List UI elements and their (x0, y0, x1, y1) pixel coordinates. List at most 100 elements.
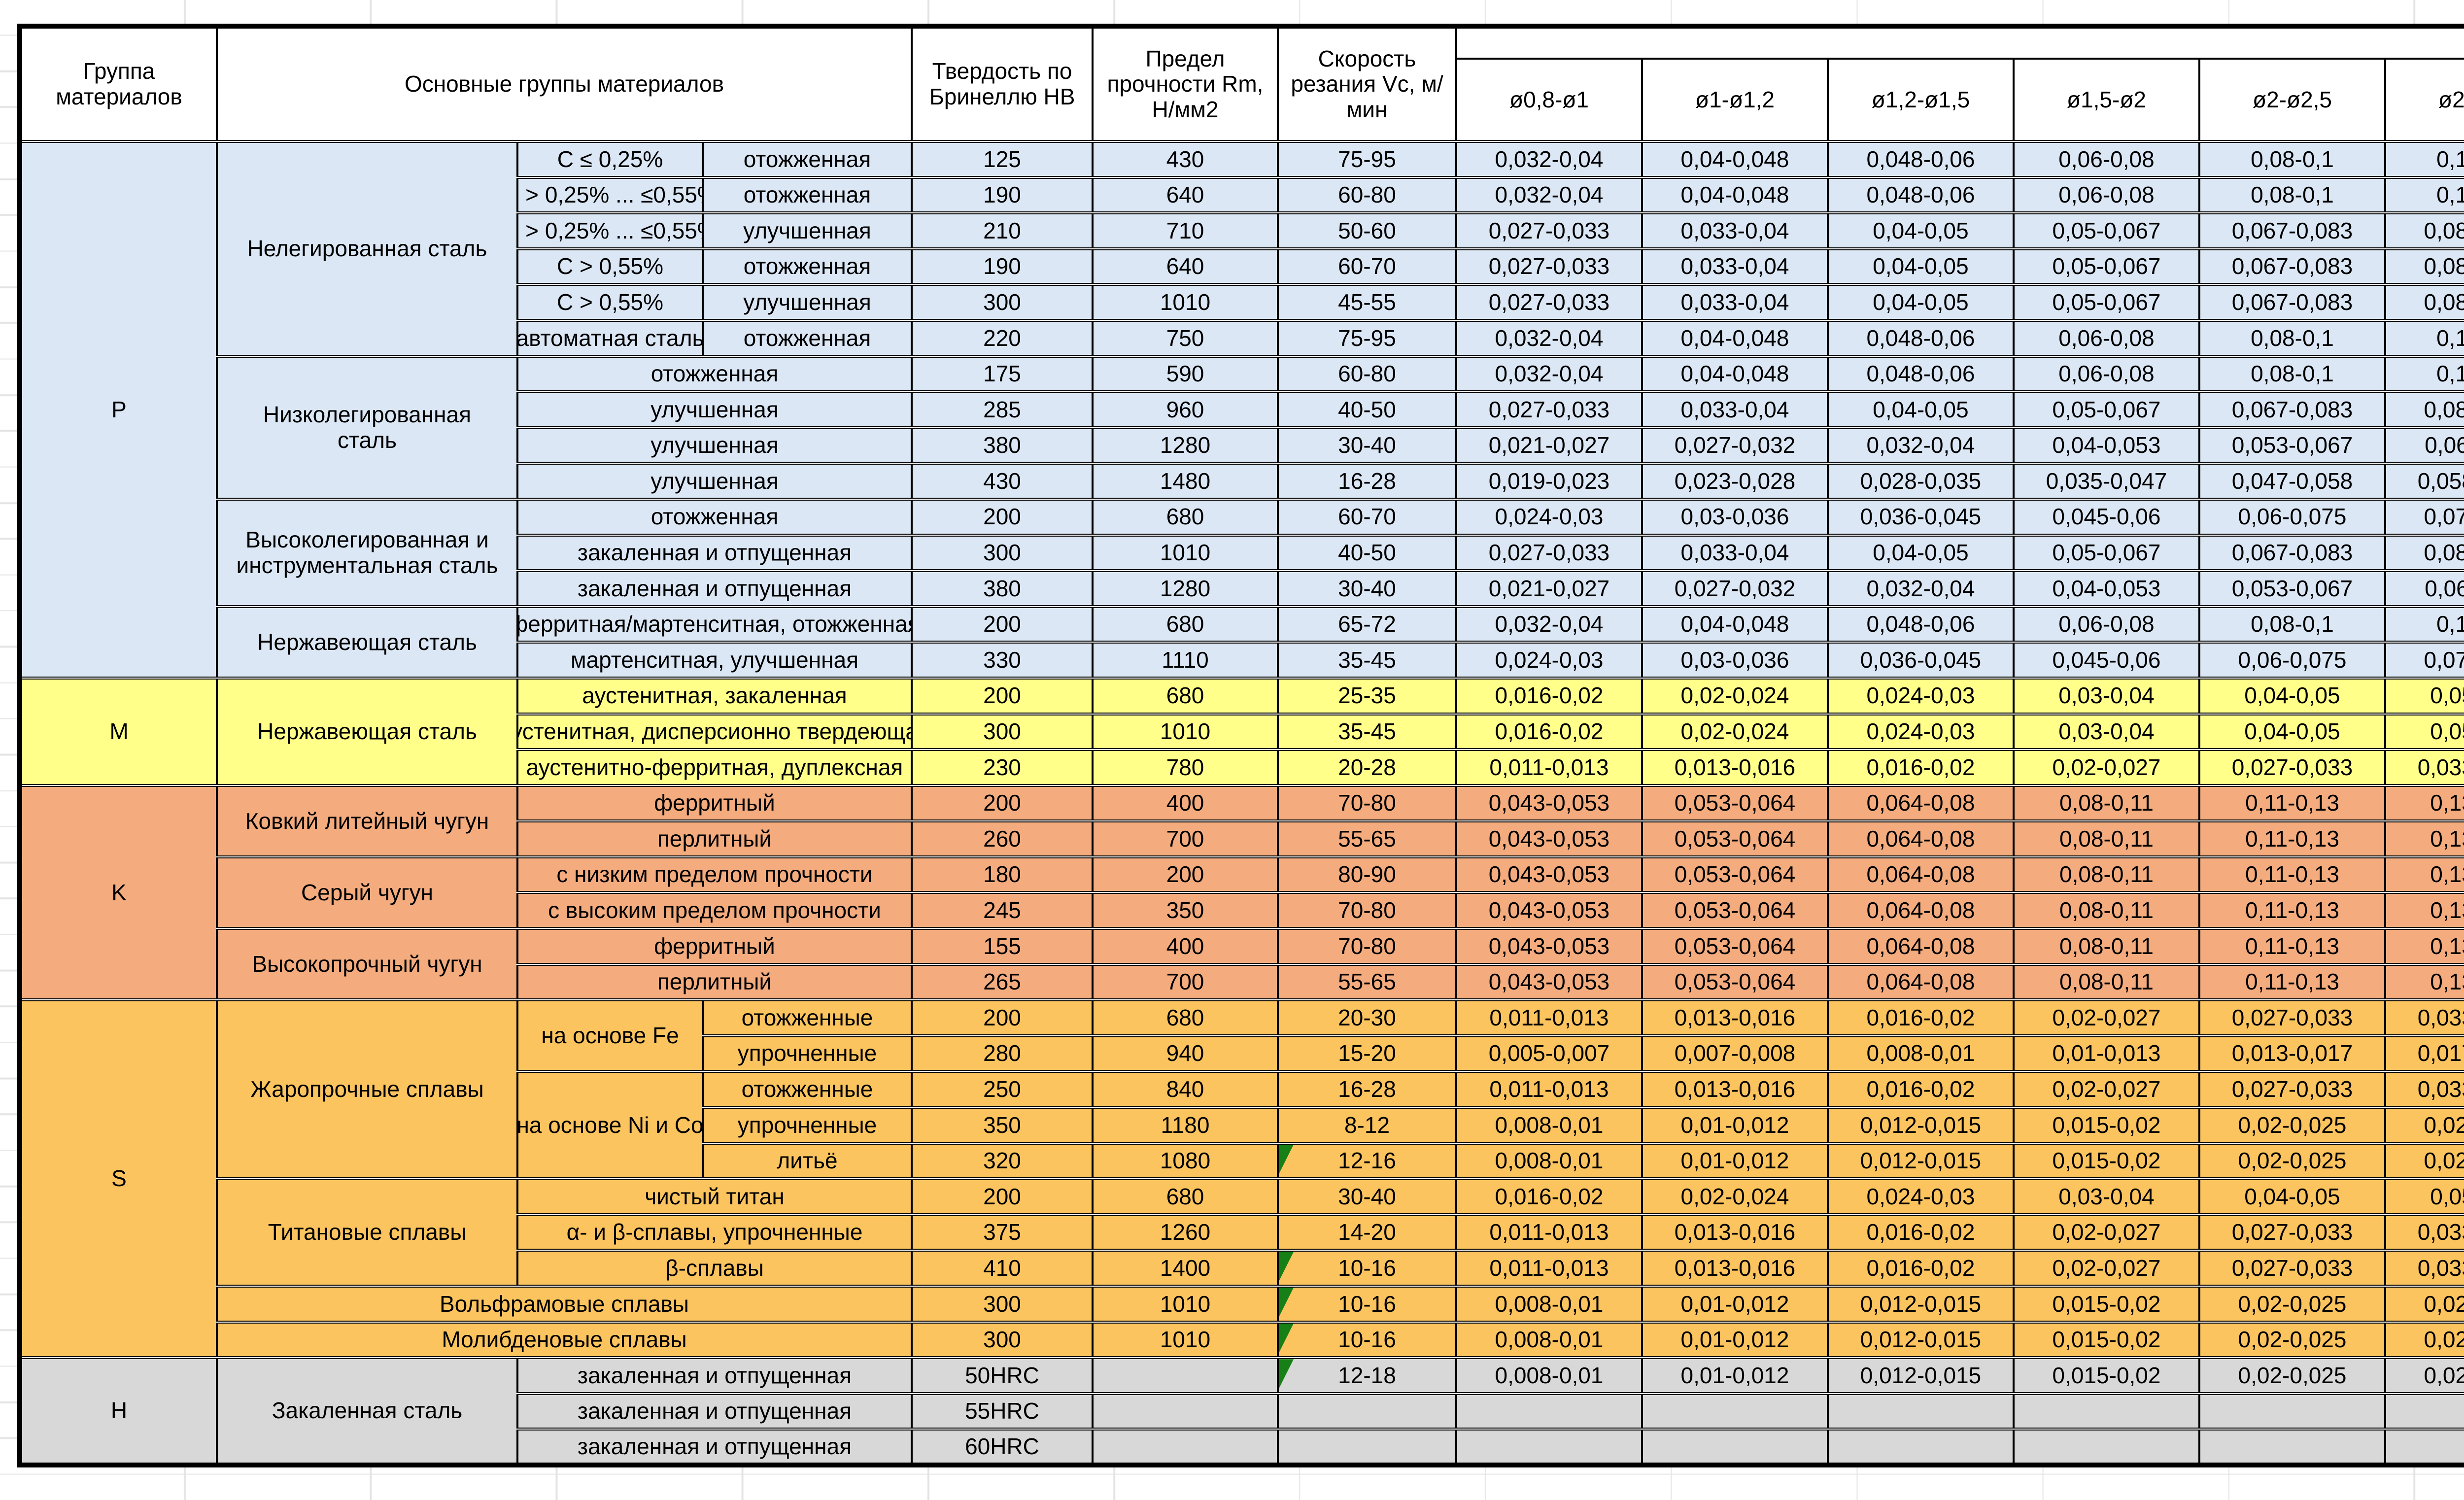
material-label[interactable]: автоматная сталь (516, 318, 704, 357)
speed-cell[interactable]: 16-28 (1277, 1070, 1457, 1109)
feed-value-cell-3[interactable]: 0,05-0,067 (2013, 283, 2200, 321)
speed-cell[interactable]: 70-80 (1277, 784, 1457, 822)
feed-value-cell-5[interactable]: 0,033-0,053 (2384, 1070, 2464, 1109)
speed-cell[interactable]: 10-16 (1277, 1249, 1457, 1287)
strength-cell[interactable]: 680 (1092, 605, 1279, 644)
hardness-cell[interactable]: 300 (911, 1320, 1094, 1359)
hardness-cell[interactable]: 210 (911, 211, 1094, 250)
feed-value-cell-0[interactable]: 0,011-0,013 (1455, 998, 1643, 1037)
feed-value-cell-1[interactable] (1641, 1428, 1829, 1466)
hardness-cell[interactable]: 200 (911, 676, 1094, 715)
strength-cell[interactable]: 710 (1092, 211, 1279, 250)
speed-cell[interactable]: 35-45 (1277, 712, 1457, 751)
feed-value-cell-0[interactable]: 0,032-0,04 (1455, 175, 1643, 214)
speed-cell[interactable]: 10-16 (1277, 1320, 1457, 1359)
speed-cell[interactable] (1277, 1428, 1457, 1466)
feed-value-cell-1[interactable]: 0,007-0,008 (1641, 1034, 1829, 1073)
material-label[interactable]: Нержавеющая сталь (216, 605, 518, 679)
feed-value-cell-5[interactable]: 0,1-0,16 (2384, 354, 2464, 393)
speed-cell[interactable]: 60-80 (1277, 175, 1457, 214)
feed-value-cell-3[interactable] (2013, 1392, 2200, 1431)
feed-value-cell-4[interactable]: 0,06-0,075 (2198, 641, 2386, 679)
feed-value-cell-5[interactable]: 0,05-0,08 (2384, 712, 2464, 751)
feed-value-cell-1[interactable]: 0,013-0,016 (1641, 1213, 1829, 1252)
feed-value-cell-2[interactable]: 0,04-0,05 (1827, 533, 2015, 572)
strength-cell[interactable]: 1010 (1092, 283, 1279, 321)
speed-cell[interactable]: 16-28 (1277, 462, 1457, 500)
speed-cell[interactable]: 55-65 (1277, 819, 1457, 858)
header-feed-range-3[interactable]: ø1,5-ø2 (2013, 58, 2200, 142)
hardness-cell[interactable]: 285 (911, 390, 1094, 429)
feed-value-cell-4[interactable] (2198, 1392, 2386, 1431)
feed-value-cell-1[interactable]: 0,023-0,028 (1641, 462, 1829, 500)
feed-value-cell-3[interactable]: 0,035-0,047 (2013, 462, 2200, 500)
speed-cell[interactable]: 60-80 (1277, 354, 1457, 393)
feed-value-cell-0[interactable]: 0,027-0,033 (1455, 390, 1643, 429)
feed-value-cell-0[interactable]: 0,019-0,023 (1455, 462, 1643, 500)
speed-cell[interactable]: 10-16 (1277, 1285, 1457, 1323)
hardness-cell[interactable]: 200 (911, 784, 1094, 822)
feed-value-cell-5[interactable]: 0,083-0,13 (2384, 211, 2464, 250)
feed-value-cell-2[interactable]: 0,048-0,06 (1827, 140, 2015, 178)
feed-value-cell-4[interactable]: 0,11-0,13 (2198, 891, 2386, 930)
feed-value-cell-3[interactable]: 0,08-0,11 (2013, 855, 2200, 894)
feed-value-cell-0[interactable] (1455, 1428, 1643, 1466)
speed-cell[interactable]: 20-28 (1277, 748, 1457, 786)
hardness-cell[interactable]: 430 (911, 462, 1094, 500)
speed-cell[interactable]: 40-50 (1277, 533, 1457, 572)
feed-value-cell-2[interactable]: 0,008-0,01 (1827, 1034, 2015, 1073)
feed-value-cell-5[interactable]: 0,033-0,053 (2384, 748, 2464, 786)
hardness-cell[interactable]: 230 (911, 748, 1094, 786)
strength-cell[interactable]: 640 (1092, 247, 1279, 286)
hardness-cell[interactable]: 220 (911, 318, 1094, 357)
feed-value-cell-0[interactable]: 0,008-0,01 (1455, 1320, 1643, 1359)
feed-value-cell-5[interactable]: 0,083-0,13 (2384, 533, 2464, 572)
hardness-cell[interactable]: 350 (911, 1106, 1094, 1144)
feed-value-cell-5[interactable]: 0,13-0,21 (2384, 891, 2464, 930)
hardness-cell[interactable]: 55HRC (911, 1392, 1094, 1431)
feed-value-cell-4[interactable]: 0,11-0,13 (2198, 962, 2386, 1001)
feed-value-cell-5[interactable]: 0,058-0,093 (2384, 462, 2464, 500)
feed-value-cell-3[interactable]: 0,05-0,067 (2013, 247, 2200, 286)
feed-value-cell-0[interactable]: 0,043-0,053 (1455, 784, 1643, 822)
hardness-cell[interactable]: 300 (911, 533, 1094, 572)
feed-value-cell-3[interactable]: 0,01-0,013 (2013, 1034, 2200, 1073)
feed-value-cell-2[interactable]: 0,012-0,015 (1827, 1356, 2015, 1395)
material-label[interactable]: улучшенная (516, 390, 913, 429)
strength-cell[interactable]: 400 (1092, 927, 1279, 965)
strength-cell[interactable]: 840 (1092, 1070, 1279, 1109)
material-label[interactable]: перлитный (516, 819, 913, 858)
material-label[interactable]: ферритный (516, 927, 913, 965)
feed-value-cell-5[interactable]: 0,033-0,053 (2384, 1213, 2464, 1252)
feed-value-cell-1[interactable]: 0,01-0,012 (1641, 1356, 1829, 1395)
hardness-cell[interactable]: 300 (911, 1285, 1094, 1323)
material-label[interactable]: упрочненные (702, 1106, 913, 1144)
strength-cell[interactable]: 940 (1092, 1034, 1279, 1073)
material-label[interactable]: на основе Ni и Co (516, 1070, 704, 1180)
strength-cell[interactable]: 700 (1092, 819, 1279, 858)
material-label[interactable]: закаленная и отпущенная (516, 533, 913, 572)
material-label[interactable]: отожженная (516, 497, 913, 536)
material-label[interactable]: отожженная (516, 354, 913, 393)
header-feed-range-2[interactable]: ø1,2-ø1,5 (1827, 58, 2015, 142)
feed-value-cell-0[interactable]: 0,027-0,033 (1455, 247, 1643, 286)
material-label[interactable]: отожженные (702, 998, 913, 1037)
material-label[interactable]: отожженные (702, 1070, 913, 1109)
feed-value-cell-1[interactable]: 0,027-0,032 (1641, 569, 1829, 608)
speed-cell[interactable]: 20-30 (1277, 998, 1457, 1037)
feed-value-cell-5[interactable]: 0,067-0,11 (2384, 569, 2464, 608)
feed-value-cell-4[interactable]: 0,027-0,033 (2198, 998, 2386, 1037)
feed-value-cell-2[interactable]: 0,024-0,03 (1827, 1177, 2015, 1216)
hardness-cell[interactable]: 280 (911, 1034, 1094, 1073)
feed-value-cell-3[interactable] (2013, 1428, 2200, 1466)
material-label[interactable]: закаленная и отпущенная (516, 1392, 913, 1431)
strength-cell[interactable]: 1280 (1092, 426, 1279, 465)
strength-cell[interactable]: 350 (1092, 891, 1279, 930)
hardness-cell[interactable]: 180 (911, 855, 1094, 894)
feed-value-cell-4[interactable]: 0,027-0,033 (2198, 1249, 2386, 1287)
feed-value-cell-5[interactable]: 0,025-0,04 (2384, 1356, 2464, 1395)
feed-value-cell-2[interactable]: 0,04-0,05 (1827, 283, 2015, 321)
feed-value-cell-1[interactable]: 0,013-0,016 (1641, 1249, 1829, 1287)
feed-value-cell-3[interactable]: 0,02-0,027 (2013, 1070, 2200, 1109)
strength-cell[interactable]: 1010 (1092, 1320, 1279, 1359)
